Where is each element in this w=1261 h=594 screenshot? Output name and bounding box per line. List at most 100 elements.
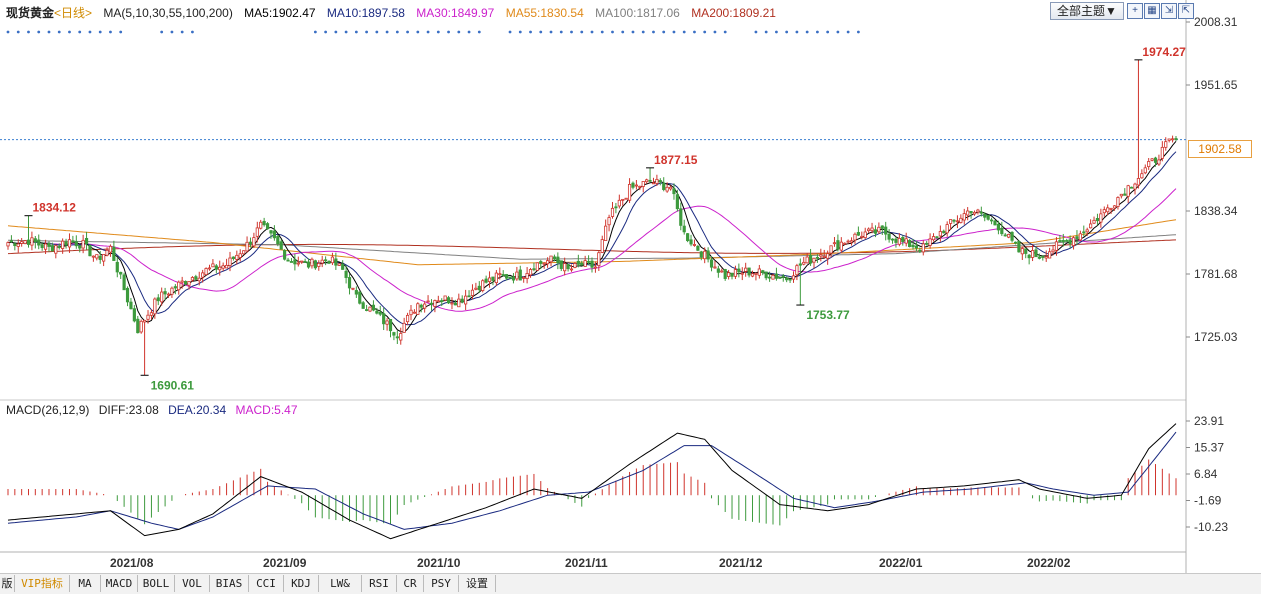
candle-body — [13, 243, 17, 247]
candle-body — [750, 273, 755, 277]
candle-body — [1017, 241, 1021, 253]
collapse-icon[interactable]: ⇱ — [1178, 3, 1194, 19]
tab-ma[interactable]: MA — [70, 575, 101, 592]
tab-macd[interactable]: MACD — [101, 575, 138, 592]
tab-cci[interactable]: CCI — [249, 575, 284, 592]
candle-body — [43, 243, 48, 250]
candle-body — [1007, 233, 1011, 238]
candle-body — [996, 223, 1001, 231]
candle-body — [119, 271, 123, 275]
tab-boll[interactable]: BOLL — [138, 575, 175, 592]
candle-body — [395, 336, 399, 339]
candle-body — [481, 280, 485, 291]
event-marker-dot — [631, 30, 635, 34]
candle-body — [791, 275, 796, 280]
candle-body — [959, 217, 963, 223]
candle-body — [873, 229, 878, 234]
theme-dropdown[interactable]: 全部主题▼ — [1050, 2, 1124, 20]
candle-body — [949, 219, 953, 224]
candle-body — [74, 241, 78, 247]
candle-body — [337, 263, 341, 266]
candle-body — [576, 260, 580, 265]
tab-rsi[interactable]: RSI — [362, 575, 397, 592]
event-marker-dot — [78, 30, 82, 34]
date-axis-tick: 2021/09 — [263, 556, 307, 570]
event-marker-dot — [180, 30, 184, 34]
candle-body — [1041, 256, 1045, 258]
candle-body — [91, 255, 95, 258]
tab-bias[interactable]: BIAS — [210, 575, 249, 592]
event-marker-dot — [703, 30, 707, 34]
candle-body — [651, 182, 656, 185]
candle-body — [761, 270, 765, 273]
candle-body — [689, 239, 693, 245]
event-marker-dot — [559, 30, 563, 34]
tab-ban[interactable]: 版 — [0, 575, 15, 592]
candle-body — [665, 186, 669, 192]
grid-icon[interactable]: ▦ — [1144, 3, 1160, 19]
event-marker-dot — [457, 30, 461, 34]
candle-body — [884, 226, 888, 235]
candle-body — [33, 238, 37, 243]
event-marker-dot — [109, 30, 112, 34]
candle-body — [774, 273, 779, 279]
candle-body — [966, 210, 970, 216]
candle-body — [733, 269, 738, 277]
event-marker-dot — [826, 30, 830, 34]
candle-body — [283, 250, 287, 260]
candle-body — [129, 301, 133, 310]
candle-body — [901, 236, 905, 243]
candle-body — [54, 245, 58, 254]
candle-body — [1112, 205, 1117, 209]
candle-body — [1010, 231, 1014, 241]
candle-body — [976, 209, 980, 213]
expand-icon[interactable]: ⇲ — [1161, 3, 1177, 19]
candle-body — [856, 231, 860, 236]
candle-body — [115, 261, 119, 273]
candle-body — [419, 304, 423, 308]
chart-canvas[interactable]: 2008.31 1951.65 1838.34 1781.68 1725.03 1974.… — [0, 0, 1261, 573]
plus-icon[interactable]: + — [1127, 3, 1143, 19]
candle-body — [867, 228, 871, 232]
period-selector[interactable]: <日线> — [54, 6, 93, 20]
candle-body — [1065, 240, 1069, 242]
candle-body — [945, 224, 949, 234]
candle-body — [720, 270, 724, 273]
candle-body — [508, 276, 512, 279]
candle-body — [839, 241, 843, 251]
candle-body — [1160, 146, 1164, 159]
candle-body — [1024, 248, 1028, 254]
tab-vip-indicator[interactable]: VIP指标 — [15, 575, 70, 592]
tab-vol[interactable]: VOL — [175, 575, 210, 592]
event-marker-dot — [27, 30, 30, 34]
candle-body — [190, 277, 195, 281]
candle-body — [378, 311, 382, 315]
candle-body — [402, 322, 406, 333]
candle-body — [344, 270, 348, 278]
macd-settings-label[interactable]: MACD(26,12,9) — [6, 403, 90, 417]
macd-axis-tick: 23.91 — [1194, 414, 1224, 428]
tab-lwr[interactable]: LW& — [319, 575, 362, 592]
tab-psy[interactable]: PSY — [424, 575, 459, 592]
candle-body — [20, 241, 24, 244]
candle-body — [658, 180, 662, 183]
candle-body — [808, 254, 813, 264]
candle-body — [607, 217, 611, 226]
candle-body — [1051, 249, 1055, 253]
tab-settings[interactable]: 设置 — [459, 575, 496, 592]
ma-settings-label[interactable]: MA(5,10,30,55,100,200) — [103, 6, 233, 20]
candle-body — [1116, 197, 1120, 207]
candle-body — [675, 194, 679, 210]
tab-cr[interactable]: CR — [397, 575, 424, 592]
ma200-value: MA200:1809.21 — [691, 6, 776, 20]
price-axis-tick: 1838.34 — [1194, 204, 1238, 218]
candle-body — [457, 298, 461, 308]
candle-body — [925, 242, 929, 245]
tab-kdj[interactable]: KDJ — [284, 575, 319, 592]
candle-body — [1061, 240, 1065, 243]
candle-body — [1054, 241, 1059, 251]
date-axis-tick: 2021/08 — [110, 556, 154, 570]
candle-body — [347, 277, 352, 289]
candle-body — [218, 266, 222, 271]
event-marker-dot — [723, 30, 727, 34]
